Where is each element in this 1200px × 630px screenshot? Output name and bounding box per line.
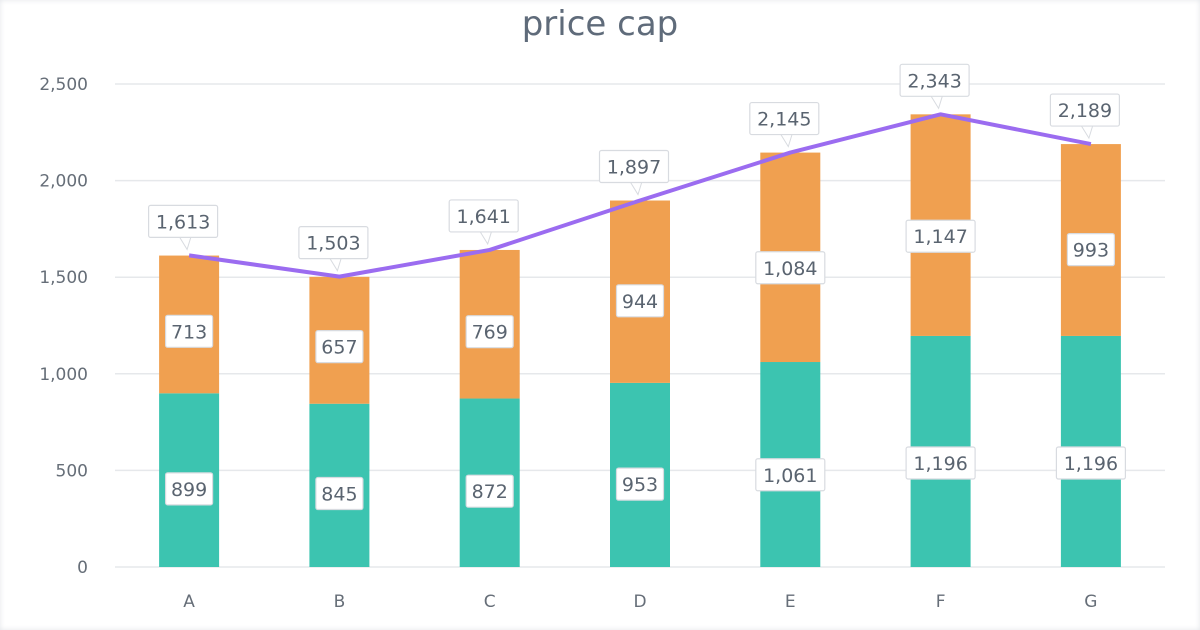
total-label: 1,613: [156, 211, 210, 233]
data-label-box: [1066, 233, 1116, 267]
y-tick-label: 2,000: [39, 172, 88, 192]
callout-pointer: [178, 236, 192, 251]
data-label-box: [755, 458, 826, 492]
data-label: 953: [622, 474, 658, 496]
data-label: 872: [472, 481, 508, 503]
y-tick-label: 1,500: [39, 268, 88, 288]
data-label: 1,084: [763, 258, 817, 280]
chart-title: price cap: [521, 4, 679, 44]
total-label-box: [148, 204, 219, 238]
callout-pointer: [1080, 124, 1094, 140]
data-label: 713: [171, 321, 207, 343]
total-label-box: [298, 226, 369, 260]
y-tick-label: 1,000: [39, 365, 88, 385]
data-label-box: [315, 476, 364, 511]
callout-pointer: [629, 181, 643, 196]
data-label: 993: [1073, 240, 1109, 262]
total-label-box: [598, 149, 670, 184]
data-label-box: [755, 251, 826, 285]
data-label: 899: [171, 479, 207, 501]
total-label-box: [1049, 93, 1121, 127]
x-tick-label: G: [1084, 592, 1097, 612]
x-tick-label: D: [633, 592, 646, 612]
data-label-box: [905, 446, 976, 480]
data-label-box: [315, 330, 364, 364]
y-tick-label: 500: [56, 461, 88, 481]
data-label-box: [165, 472, 214, 506]
x-tick-label: E: [785, 592, 796, 612]
data-label: 657: [321, 337, 357, 359]
x-tick-label: F: [936, 592, 946, 612]
callout-pointer: [479, 230, 493, 246]
data-label-box: [465, 474, 514, 508]
callout-pointer: [328, 257, 342, 272]
total-label-box: [448, 199, 519, 233]
y-tick-label: 0: [77, 558, 88, 578]
data-label-box: [905, 219, 976, 253]
total-label: 2,145: [757, 109, 811, 131]
total-label: 1,897: [607, 156, 661, 178]
data-label-box: [1055, 446, 1127, 480]
data-label: 1,196: [1064, 453, 1118, 475]
x-tick-label: C: [484, 592, 496, 612]
total-label: 1,641: [456, 206, 510, 228]
y-tick-label: 2,500: [39, 75, 88, 95]
data-label-box: [465, 315, 514, 349]
data-label: 944: [622, 291, 658, 313]
x-tick-label: A: [183, 592, 195, 612]
data-label: 1,196: [913, 453, 967, 475]
total-label: 2,189: [1058, 100, 1112, 122]
data-label-box: [615, 284, 665, 318]
data-label: 1,147: [913, 226, 967, 248]
data-label: 769: [472, 322, 508, 344]
total-label-box: [749, 101, 820, 136]
total-label: 2,343: [907, 70, 961, 92]
callout-pointer: [930, 95, 944, 110]
data-label: 845: [321, 484, 357, 506]
total-label-box: [899, 63, 970, 97]
data-label: 1,061: [763, 465, 817, 487]
x-tick-label: B: [334, 592, 346, 612]
data-label-box: [165, 314, 214, 348]
total-label: 1,503: [306, 233, 360, 255]
callout-pointer: [779, 133, 793, 148]
data-label-box: [615, 467, 665, 501]
total-line: [188, 112, 1092, 279]
